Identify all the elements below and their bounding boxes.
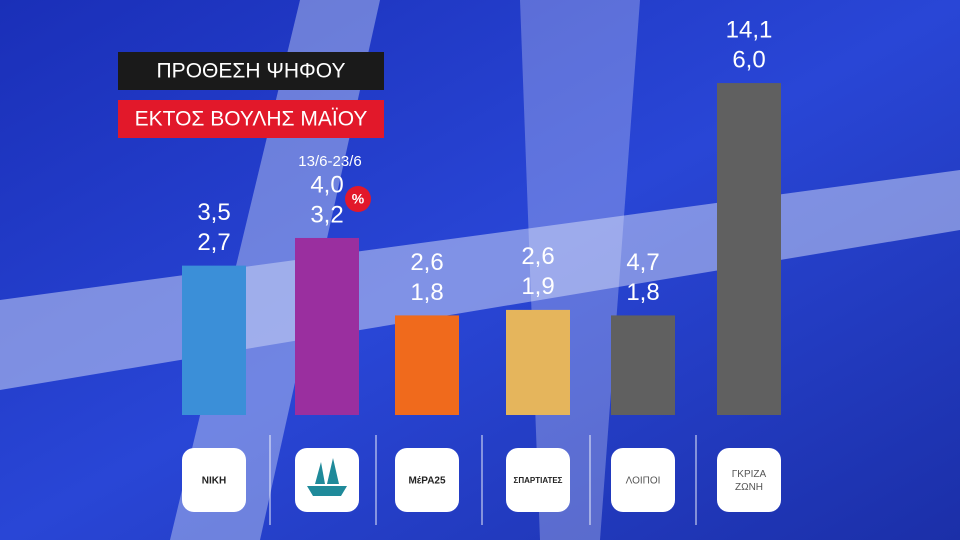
- reference-label: 4,0: [310, 171, 343, 198]
- value-label: 6,0: [732, 46, 765, 73]
- reference-label: 14,1: [726, 16, 773, 43]
- subtitle-box: [118, 100, 384, 138]
- value-label: 1,9: [521, 273, 554, 300]
- logo-card: [506, 448, 570, 512]
- logo-card: [611, 448, 675, 512]
- reference-label: 2,6: [521, 243, 554, 270]
- date-range: 13/6-23/6: [298, 153, 361, 170]
- category-label: ΣΠΑΡΤΙΑΤΕΣ: [514, 476, 563, 485]
- category-label: ΝΙΚΗ: [202, 476, 226, 487]
- value-label: 1,8: [410, 279, 443, 306]
- bar: [395, 315, 459, 415]
- logo-ship: [307, 458, 347, 496]
- logo-card: [182, 448, 246, 512]
- bar: [295, 237, 359, 415]
- bar: [182, 265, 246, 415]
- separators: [269, 435, 697, 525]
- chart-subtitle: ΕΚΤΟΣ ΒΟΥΛΗΣ ΜΑΪΟΥ: [135, 108, 368, 131]
- logo-card: [717, 448, 781, 512]
- unit-badge: [345, 186, 371, 212]
- category-label: ΛΟΙΠΟΙ: [626, 476, 661, 487]
- value-label: 3,2: [310, 201, 343, 228]
- logo-card: [295, 448, 359, 512]
- value-label: 2,7: [197, 229, 230, 256]
- title-box: [118, 52, 384, 90]
- reference-label: 3,5: [197, 199, 230, 226]
- reference-label: 2,6: [410, 249, 443, 276]
- category-label: ΓΚΡΙΖΑ ΖΩΝΗ: [732, 469, 767, 493]
- bar: [506, 309, 570, 415]
- reference-label: 4,7: [626, 249, 659, 276]
- value-label: 1,8: [626, 279, 659, 306]
- logo-card: [395, 448, 459, 512]
- unit-label: %: [352, 191, 365, 207]
- bar: [717, 83, 781, 415]
- chart-title: ΠΡΟΘΕΣΗ ΨΗΦΟΥ: [157, 60, 346, 83]
- bar: [611, 315, 675, 415]
- category-label: ΜέΡΑ25: [408, 476, 446, 487]
